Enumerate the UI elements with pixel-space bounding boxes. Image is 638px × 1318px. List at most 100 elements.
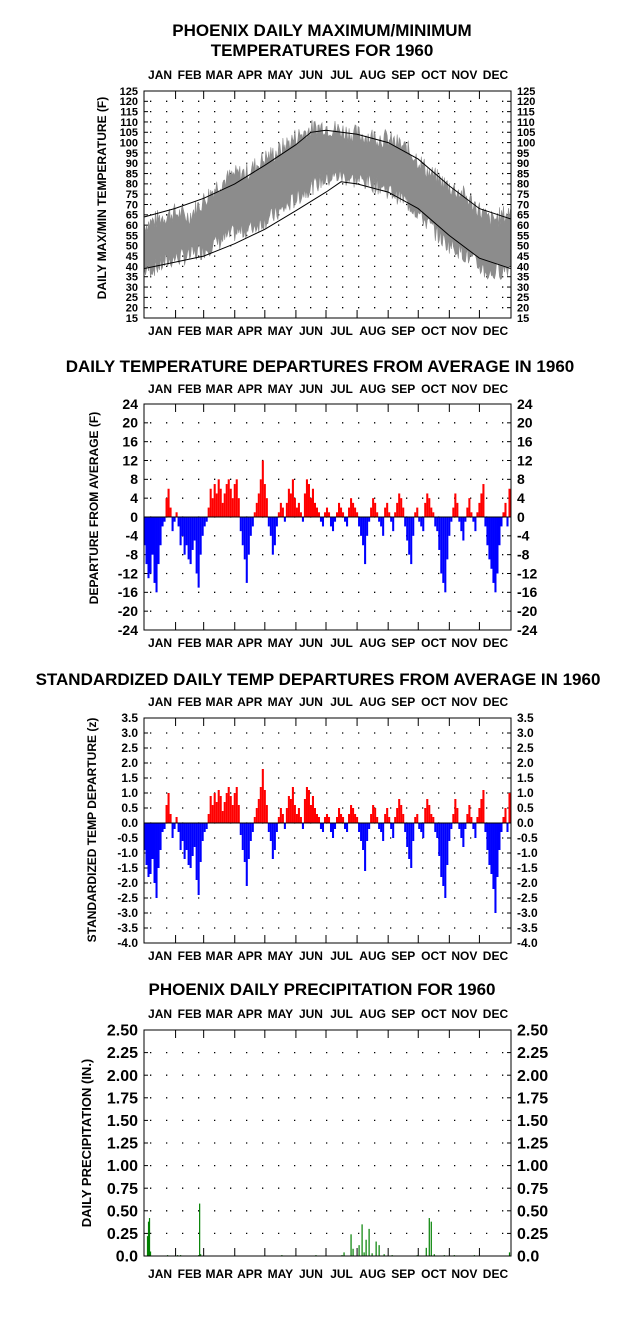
departure-bar-below [321, 823, 325, 832]
departure-bar-below [181, 823, 184, 841]
month-label-bottom: JAN [148, 1267, 172, 1281]
departure-bar-above [370, 814, 373, 823]
y-tick-label-right: 95 [517, 148, 529, 160]
departure-bar-below [436, 823, 439, 838]
departure-bar-below [171, 823, 174, 838]
y-tick-label-left: 2.5 [121, 741, 138, 755]
y-tick-label-left: 75 [126, 189, 138, 201]
month-label-bottom: APR [237, 949, 263, 963]
y-tick-label-right: 0.0 [517, 1249, 539, 1266]
y-tick-label-left: -4 [126, 528, 139, 544]
month-label-bottom: MAY [268, 1267, 294, 1281]
departure-bar-above [386, 808, 389, 823]
y-tick-label-left: -2.5 [117, 891, 138, 905]
month-label-bottom: AUG [359, 949, 386, 963]
y-tick-label-left: 8 [130, 471, 138, 487]
departure-bar-below [329, 823, 333, 832]
departure-bar-above [466, 814, 469, 823]
y-tick-label-left: 65 [126, 210, 138, 222]
y-tick-label-right: 15 [517, 313, 529, 325]
y-tick-label-left: -0.5 [117, 831, 138, 845]
y-tick-label-right: 20 [517, 415, 533, 431]
y-tick-label-right: 120 [517, 96, 535, 108]
departure-bar-below [346, 517, 349, 527]
departure-bar-above [398, 493, 401, 517]
departure-bar-above [225, 484, 228, 517]
departure-bar-below [368, 823, 371, 829]
departure-chart-title: DAILY TEMPERATURE DEPARTURES FROM AVERAG… [66, 357, 575, 376]
temperature-plot-area [143, 90, 512, 319]
month-label-bottom: JUL [330, 949, 353, 963]
departure-bar-above [356, 512, 359, 517]
y-tick-label-left: 80 [126, 179, 138, 191]
month-label-bottom: JAN [148, 324, 172, 338]
y-tick-label-right: 75 [517, 189, 529, 201]
departure-bar-below [273, 517, 276, 546]
departure-bar-above [466, 507, 469, 517]
month-label-top: DEC [483, 695, 509, 709]
departure-bar-below [179, 823, 182, 850]
departure-bar-above [352, 808, 355, 823]
standardized-bottom-month-labels: JAN FEB MAR APR MAY JUN JUL AUG SEP OCT NOV DEC [148, 949, 508, 963]
y-tick-label-left: 100 [120, 137, 138, 149]
plot-border [143, 403, 512, 631]
month-label-bottom: JUN [299, 949, 323, 963]
departure-bar-above [233, 793, 236, 823]
departure-bar-above [169, 507, 172, 517]
month-label-top: JUL [330, 695, 353, 709]
departure-bar-below [392, 517, 395, 532]
departure-bar-above [468, 805, 471, 823]
month-label-top: DEC [483, 68, 509, 82]
departure-bar-below [331, 517, 335, 532]
departure-bar-above [400, 805, 403, 823]
departure-bar-above [221, 811, 224, 823]
y-tick-label-right: 2.25 [517, 1045, 548, 1062]
y-tick-label-left: -24 [118, 622, 138, 638]
departure-bar-below [247, 517, 250, 555]
month-label-top: NOV [451, 68, 477, 82]
departure-bar-below [275, 823, 278, 832]
month-label-bottom: DEC [483, 636, 509, 650]
y-tick-label-left: 45 [126, 251, 138, 263]
y-tick-label-right: 25 [517, 292, 529, 304]
departure-bar-below [191, 823, 194, 856]
departure-bar-below [239, 517, 242, 532]
departure-bar-above [299, 512, 302, 517]
departure-bar-below [346, 823, 349, 832]
month-label-bottom: OCT [421, 636, 447, 650]
precipitation-y-axis-label: DAILY PRECIPITATION (IN.) [79, 1059, 94, 1228]
y-tick-label-left: 90 [126, 158, 138, 170]
month-label-bottom: JAN [148, 636, 172, 650]
departure-bar-above [297, 808, 300, 823]
departure-bar-below [490, 517, 493, 569]
departure-bar-below [145, 823, 148, 865]
departure-bar-below [464, 823, 467, 829]
plot-border [143, 1029, 512, 1257]
y-tick-label-left: 35 [126, 272, 138, 284]
departure-bar-below [177, 517, 180, 527]
departure-bar-above [221, 502, 224, 518]
month-label-bottom: MAY [268, 324, 294, 338]
month-label-bottom: SEP [391, 636, 415, 650]
departure-bar-below [494, 517, 497, 593]
y-tick-label-right: 85 [517, 168, 529, 180]
y-tick-label-left: 2.00 [107, 1068, 138, 1085]
departure-bar-below [153, 823, 156, 883]
y-tick-label-right: 0.5 [517, 801, 534, 815]
departure-bar-above [414, 817, 417, 823]
departure-bar-below [157, 517, 160, 565]
departure-bar-below [390, 823, 393, 829]
departure-bar-below [205, 823, 208, 829]
departure-bar-below [195, 823, 198, 880]
departure-bar-below [173, 517, 176, 522]
month-label-top: AUG [359, 1007, 386, 1021]
y-tick-label-left: 70 [126, 199, 138, 211]
month-label-top: FEB [178, 1007, 202, 1021]
temperature-right-axis-ticks: 1520253035404550556065707580859095100105… [517, 86, 535, 325]
departure-bar-below [362, 517, 365, 546]
departure-bar-above [165, 805, 168, 823]
departure-bar-below [245, 517, 248, 583]
departure-bar-above [231, 805, 234, 823]
month-label-top: NOV [451, 1007, 477, 1021]
departure-bar-below [159, 823, 162, 850]
